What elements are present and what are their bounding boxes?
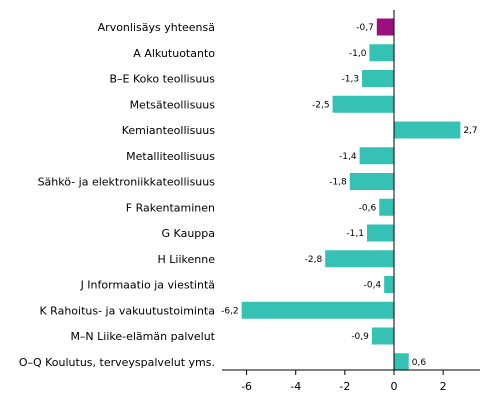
bar — [241, 301, 394, 319]
value-label: 2,7 — [463, 126, 477, 136]
category-label: B–E Koko teollisuus — [110, 73, 216, 86]
x-tick-label: 2 — [440, 380, 447, 393]
x-axis-ticks: -6 -4 -2 0 2 — [241, 370, 447, 393]
category-label: J Informaatio ja viestintä — [80, 279, 215, 292]
category-label: Arvonlisäys yhteensä — [98, 21, 215, 34]
value-label: -0,6 — [359, 203, 377, 213]
bar — [349, 173, 394, 190]
bars — [241, 18, 461, 371]
category-label: H Liikenne — [158, 253, 216, 266]
category-label: Metalliteollisuus — [126, 150, 215, 163]
category-label: G Kauppa — [162, 227, 215, 240]
value-label: -1,4 — [339, 152, 357, 162]
bar — [384, 276, 394, 293]
bar — [362, 70, 394, 87]
value-label: -2,8 — [305, 255, 323, 265]
bar — [359, 147, 394, 165]
bar — [366, 224, 394, 242]
category-labels: Arvonlisäys yhteensä A Alkutuotanto B–E Ko… — [19, 21, 216, 369]
category-label: F Rakentaminen — [126, 201, 215, 214]
value-label: 0,6 — [412, 358, 427, 368]
bar — [376, 18, 394, 36]
x-tick-label: 0 — [391, 380, 398, 393]
value-label: -1,3 — [341, 75, 359, 85]
x-tick-label: -2 — [339, 380, 350, 393]
value-label: -1,1 — [346, 229, 364, 239]
x-tick-label: -4 — [290, 380, 301, 393]
value-label: -0,7 — [356, 23, 374, 33]
category-label: Kemianteollisuus — [122, 124, 216, 137]
category-label: Metsäteollisuus — [130, 98, 216, 111]
bar — [332, 95, 394, 113]
value-label: -1,0 — [349, 49, 367, 59]
value-label: -2,5 — [312, 100, 330, 110]
value-label: -0,9 — [351, 332, 369, 342]
category-label: O–Q Koulutus, terveyspalvelut yms. — [19, 356, 215, 369]
value-label: -6,2 — [221, 306, 239, 316]
bar — [379, 198, 394, 216]
category-label: K Rahoitus- ja vakuutustoiminta — [39, 304, 215, 317]
bar — [369, 44, 394, 62]
category-label: M–N Liike-elämän palvelut — [70, 330, 215, 343]
x-tick-label: -6 — [241, 380, 252, 393]
bar — [371, 327, 394, 345]
bar — [394, 121, 461, 139]
value-label: -1,8 — [329, 178, 347, 188]
value-label: -0,4 — [364, 281, 382, 291]
bar — [325, 250, 394, 268]
bar — [394, 353, 409, 371]
category-label: Sähkö- ja elektroniikkateollisuus — [38, 176, 216, 189]
value-labels: -0,7 -1,0 -1,3 -2,5 2,7 -1,4 -1,8 -0,6 -1,1 -2,8 -… — [221, 23, 478, 368]
category-label: A Alkutuotanto — [133, 47, 215, 60]
